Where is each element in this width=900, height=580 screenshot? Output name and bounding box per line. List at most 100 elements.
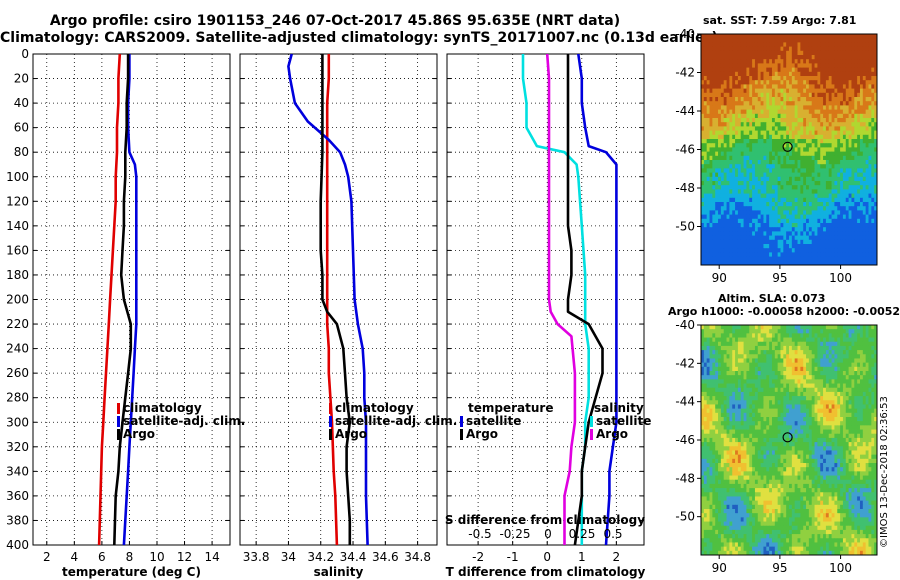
sst_map-cell: [862, 181, 867, 186]
sla_map-cell: [857, 375, 861, 380]
sst_map-cell: [774, 147, 779, 152]
sla_map-cell: [854, 396, 858, 401]
sst_map-cell: [737, 260, 742, 266]
sst_map-cell: [797, 239, 801, 245]
sst_map-cell: [729, 71, 733, 77]
sst_map-cell: [865, 235, 869, 241]
sst_map-cell: [868, 231, 872, 236]
sla_map-cell: [771, 391, 776, 397]
sst_map-cell: [752, 34, 756, 39]
sst_map-cell: [806, 227, 810, 232]
sst_map-cell: [774, 239, 779, 245]
sla_map-cell: [706, 358, 710, 364]
sst_map-cell: [840, 181, 844, 186]
sla_map-cell: [828, 383, 832, 389]
sla_map-cell: [857, 333, 861, 338]
sst_map-cell: [746, 155, 750, 161]
sst_map-cell: [726, 172, 730, 178]
sst_map-cell: [726, 88, 730, 94]
sst_map-cell: [831, 256, 835, 262]
sst_map-cell: [715, 172, 719, 178]
sla_map-cell: [837, 375, 841, 380]
sla_map-cell: [820, 354, 824, 359]
sst_map-cell: [723, 218, 727, 224]
sst_map-cell: [774, 55, 779, 60]
sst_map-cell: [760, 260, 764, 266]
sst_map-cell: [737, 143, 742, 148]
sst_map-cell: [800, 155, 804, 161]
sst_map-cell: [701, 210, 705, 215]
sla_map-cell: [794, 366, 798, 372]
sst_map-cell: [791, 139, 796, 144]
sla_map-cell: [760, 387, 764, 393]
sst_map-cell: [752, 185, 756, 190]
sst_map-cell: [735, 46, 739, 52]
sst_map-cell: [854, 101, 858, 106]
sla_map-cell: [720, 358, 725, 364]
sst_map-cell: [859, 185, 864, 190]
sst_map-cell: [789, 202, 793, 207]
sst_map-cell: [820, 50, 824, 56]
sst_map-cell: [712, 189, 716, 194]
sst_map-cell: [874, 50, 878, 56]
temp-legend-satellite-swatch: [117, 416, 120, 427]
sla_map-cell: [771, 358, 776, 364]
sst_map-cell: [780, 55, 784, 60]
sst_map-cell: [746, 134, 750, 140]
sst_map-cell: [720, 76, 725, 81]
sst_map-cell: [786, 113, 790, 119]
sst_map-cell: [794, 42, 798, 47]
sla_map-cell: [720, 375, 725, 380]
sla_map-cell: [754, 375, 759, 380]
sla_map-cell: [791, 354, 796, 359]
sla_map-cell: [831, 362, 835, 368]
sla_map-cell: [817, 375, 821, 380]
sst_map-cell: [854, 84, 858, 89]
sst_map-cell: [777, 126, 781, 131]
sst_map-cell: [840, 67, 844, 73]
sst_map-cell: [791, 256, 796, 262]
sst_map-cell: [797, 38, 801, 43]
sst_map-cell: [723, 88, 727, 94]
sla_map-cell: [837, 387, 841, 393]
sst_map-cell: [789, 197, 793, 203]
sla_map-cell: [760, 383, 764, 389]
sst_map-cell: [763, 218, 767, 224]
sst_map-cell: [726, 92, 730, 98]
sst_map-cell: [769, 84, 773, 89]
sst_map-cell: [848, 231, 852, 236]
sla_map-cell: [706, 391, 710, 397]
sla_map-cell: [823, 333, 827, 338]
sst_map-cell: [726, 46, 730, 52]
sst_map-cell: [783, 260, 787, 266]
diff-legend-s-argo-label: Argo: [596, 427, 628, 441]
sst_map-cell: [820, 143, 824, 148]
sst_map-cell: [740, 34, 744, 39]
sst_map-cell: [771, 147, 776, 152]
sla_map-cell: [808, 333, 813, 338]
sst_map-cell: [828, 214, 832, 220]
sla_map-cell: [723, 404, 727, 410]
sla_map-cell: [868, 371, 872, 376]
sst_map-cell: [831, 67, 835, 73]
sst_map-cell: [831, 84, 835, 89]
sst_map-cell: [752, 223, 756, 228]
sst_map-cell: [752, 214, 756, 220]
sst_map-cell: [757, 134, 762, 140]
sst_map-cell: [706, 223, 710, 228]
sst_map-cell: [709, 63, 713, 68]
sst_map-cell: [777, 239, 781, 245]
sst_map-cell: [794, 260, 798, 266]
sst_map-cell: [828, 202, 832, 207]
sst_map-cell: [851, 227, 855, 232]
sst_map-cell: [754, 101, 759, 106]
sst_map-cell: [871, 197, 875, 203]
sst_map-cell: [737, 218, 742, 224]
sst_map-cell: [837, 206, 841, 211]
sla_map-cell: [862, 329, 867, 334]
sst_map-cell: [774, 88, 779, 94]
sst_map-cell: [811, 50, 815, 56]
sst_map-cell: [806, 71, 810, 77]
sst_map-cell: [715, 151, 719, 157]
sst_map-cell: [842, 185, 847, 190]
